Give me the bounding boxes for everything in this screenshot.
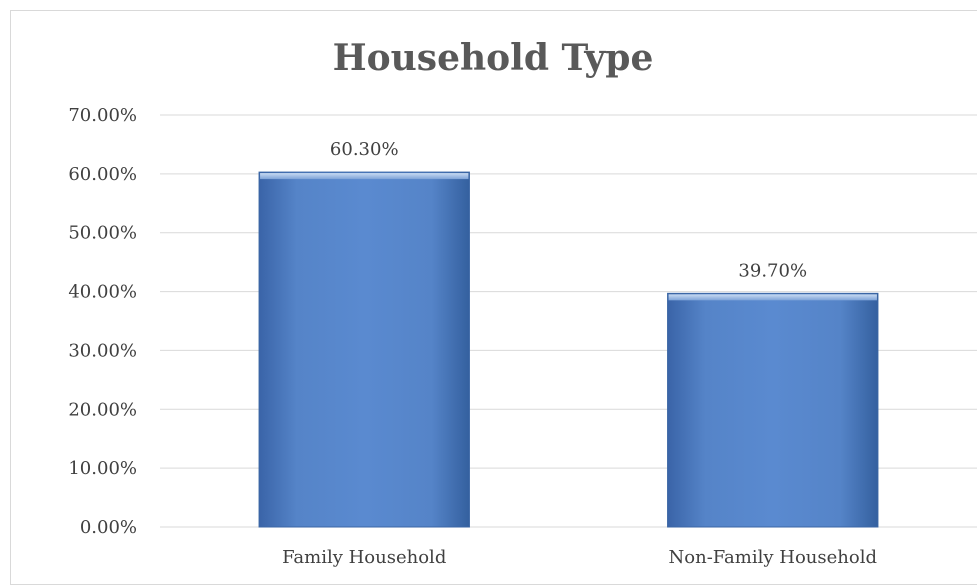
y-tick-label: 10.00% xyxy=(68,458,137,479)
bar xyxy=(258,171,470,528)
y-tick-label: 30.00% xyxy=(68,340,137,361)
y-tick-label: 40.00% xyxy=(68,282,137,303)
y-tick-label: 50.00% xyxy=(68,223,137,244)
y-tick-label: 20.00% xyxy=(68,399,137,420)
x-category-label: Non-Family Household xyxy=(669,547,877,568)
y-tick-label: 60.00% xyxy=(68,164,137,185)
x-axis-categories: Family Household Non-Family Household xyxy=(282,547,877,568)
y-axis-ticks: 0.00% 10.00% 20.00% 30.00% 40.00% 50.00% 60.00… xyxy=(68,105,137,538)
chart-title: Household Type xyxy=(333,37,654,79)
y-tick-label: 0.00% xyxy=(80,517,137,538)
bars xyxy=(258,171,879,528)
data-label: 39.70% xyxy=(738,260,807,281)
y-tick-label: 70.00% xyxy=(68,105,137,126)
bar-body xyxy=(667,292,879,528)
bar-highlight xyxy=(668,294,877,301)
bar xyxy=(667,292,879,528)
data-labels: 60.30% 39.70% xyxy=(330,139,807,281)
data-label: 60.30% xyxy=(330,139,399,160)
bar-highlight xyxy=(260,173,469,180)
x-category-label: Family Household xyxy=(282,547,446,568)
bar-body xyxy=(258,171,470,528)
